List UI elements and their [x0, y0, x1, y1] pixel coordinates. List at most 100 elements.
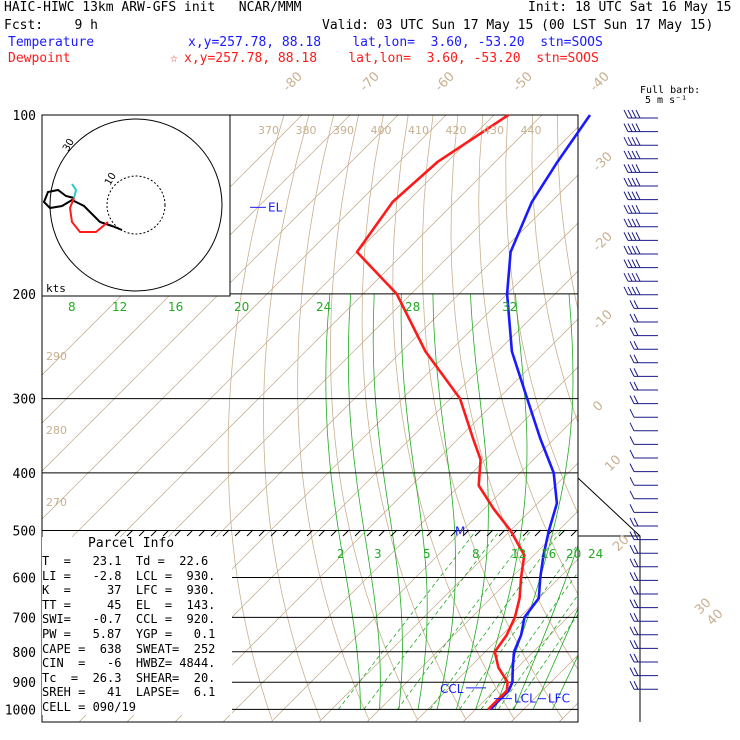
wind-barb [623, 272, 658, 282]
freezing-hatch [186, 529, 194, 537]
wind-barb [629, 572, 658, 581]
hodograph-trace-red [68, 197, 109, 233]
dry-adiabat-line [505, 115, 578, 515]
isotherm-line [270, 414, 578, 722]
mixing-ratio-line [363, 530, 501, 710]
mixing-ratio-label: 12 [112, 300, 127, 314]
forecast-hour: Fcst: 9 h [4, 18, 98, 33]
mixing-ratio-label: 16 [541, 547, 556, 561]
wind-barb [629, 313, 658, 323]
wind-barb [623, 204, 658, 214]
hodograph-ring-inner [106, 175, 166, 235]
mixing-ratio-label: 24 [316, 300, 331, 314]
freezing-hatch [234, 529, 242, 537]
hodograph-trace-cyan [71, 183, 78, 199]
dry-adiabat-line [263, 115, 321, 720]
freezing-hatch [126, 529, 134, 537]
theta-label: 390 [333, 124, 354, 137]
theta-label: 280 [46, 424, 67, 437]
isotherm-label: -20 [590, 229, 616, 255]
dry-adiabat-line [478, 115, 578, 596]
freezing-hatch [342, 529, 350, 537]
hodograph-frame [41, 114, 231, 297]
theta-label: 270 [46, 496, 67, 509]
wind-barb [629, 599, 658, 609]
freezing-hatch [210, 529, 218, 537]
wind-barb [629, 667, 658, 677]
lfc-label: LFC [548, 692, 570, 706]
pressure-label: 200 [13, 288, 36, 303]
wind-barb [629, 517, 658, 527]
freezing-hatch [402, 529, 410, 537]
freezing-hatch [138, 529, 146, 537]
mixing-ratio-line [459, 543, 578, 710]
wind-barb [629, 504, 658, 513]
dry-adiabat-line [330, 115, 418, 720]
freezing-hatch [378, 529, 386, 537]
dry-adiabat-line [392, 115, 515, 720]
wind-barb [629, 327, 658, 337]
wind-barb [629, 531, 658, 541]
freezing-hatch [270, 529, 278, 537]
isotherm-label: -40 [587, 69, 613, 95]
mixing-ratio-label: 20 [566, 547, 581, 561]
hodograph-trace-black [43, 188, 123, 231]
wind-barb [629, 476, 658, 486]
wind-barb [629, 558, 658, 568]
mixing-ratio-label: 8 [68, 300, 76, 314]
moist-adiabat-line [532, 607, 578, 710]
freezing-hatch [282, 529, 290, 537]
model-title: HAIC-HIWC 13km ARW-GFS init NCAR/MMM [4, 0, 302, 15]
ccl-label: CCL [440, 682, 464, 696]
freezing-hatch [474, 529, 482, 537]
freezing-hatch [246, 529, 254, 537]
dry-adiabat-line [731, 115, 740, 720]
wind-barb [623, 259, 658, 269]
moist-adiabat-line [552, 654, 578, 710]
wind-barb [629, 626, 658, 636]
parcel-row-cell: CELL = 090/19 [42, 699, 136, 714]
moist-adiabat-line [513, 544, 578, 710]
dewpoint-location: x,y=257.78, 88.18 lat,lon= 3.60, -53.20 … [184, 51, 599, 66]
wind-barb [629, 368, 658, 377]
wind-barb [623, 177, 658, 187]
wind-barb [629, 395, 658, 405]
freezing-hatch [258, 529, 266, 537]
wind-barb [629, 585, 658, 595]
freezing-hatch [318, 529, 326, 537]
parcel-row-k: K = 37 LFC = 930. [42, 583, 216, 598]
moist-adiabat-line [456, 293, 489, 710]
moist-adiabat-line [325, 293, 361, 710]
dewpoint-marker-icon: ☆ [170, 51, 178, 66]
parcel-row-tt: TT = 45 EL = 143. [42, 597, 216, 612]
mixing-ratio-label: 5 [423, 547, 431, 561]
isotherm-line [462, 606, 578, 722]
parcel-info-table: Parcel Info T = 23.1 Td = 22.6 LI = -2.8… [42, 536, 232, 715]
mixing-ratio-line [429, 530, 562, 710]
isotherm-label: -70 [357, 69, 383, 95]
mixing-ratio-line [397, 530, 532, 710]
pressure-label: 800 [13, 646, 36, 661]
isotherm-line [42, 115, 447, 520]
isotherm-line [42, 115, 351, 424]
wind-barb [629, 300, 658, 309]
freezing-hatch [294, 529, 302, 537]
theta-label: 290 [46, 350, 67, 363]
isotherm-line [510, 654, 578, 722]
mixing-ratio-label: 2 [337, 547, 345, 561]
freezing-hatch [534, 529, 542, 537]
freezing-hatch [366, 529, 374, 537]
hodograph-ring-outer [49, 118, 223, 292]
freezing-hatch [114, 529, 122, 537]
mixing-ratio-label: 12 [511, 547, 526, 561]
wind-barb [623, 218, 658, 228]
freezing-hatch [306, 529, 314, 537]
wind-barb [629, 680, 658, 690]
moist-adiabat-line [347, 293, 381, 710]
wind-barb [623, 123, 658, 133]
freezing-hatch [354, 529, 362, 537]
dry-adiabat-line [607, 115, 740, 720]
mixing-ratio-label: 24 [588, 547, 603, 561]
wind-barb [629, 381, 658, 391]
